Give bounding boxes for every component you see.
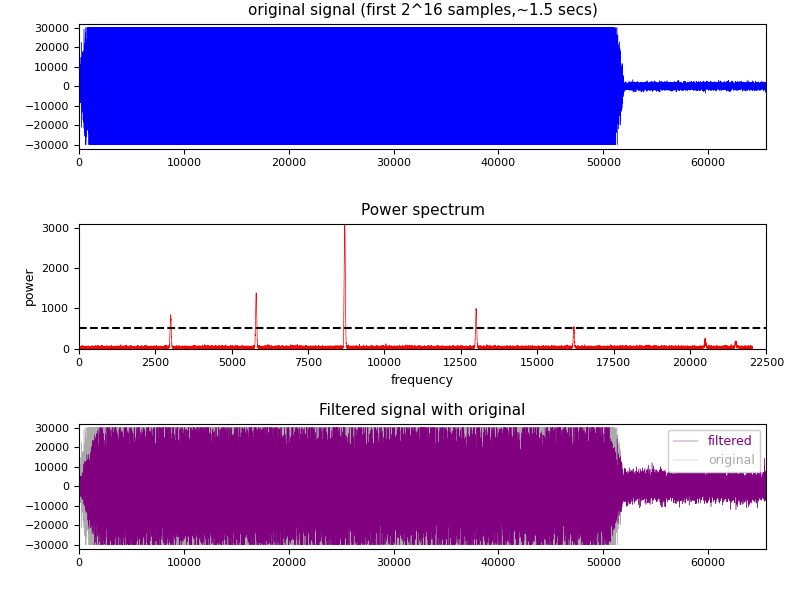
filtered [360,476,370,483]
original [81,541,91,548]
filtered [611,477,621,484]
filtered [762,491,771,498]
X-axis label: frequency: frequency [391,374,454,387]
Line: filtered: filtered [79,428,766,545]
Title: original signal (first 2^16 samples,~1.5 secs): original signal (first 2^16 samples,~1.5… [248,4,597,18]
Y-axis label: power: power [23,267,36,306]
Legend: filtered, original: filtered, original [668,430,760,472]
original [74,480,84,487]
filtered [74,481,84,489]
original [81,424,91,431]
filtered [511,498,521,505]
original [360,462,370,469]
original [762,482,771,489]
original [584,530,593,537]
original [126,441,136,448]
Title: Filtered signal with original: Filtered signal with original [319,404,526,418]
filtered [715,478,724,486]
filtered [584,464,593,471]
Line: original: original [79,428,766,545]
original [511,424,521,431]
filtered [90,541,100,548]
Title: Power spectrum: Power spectrum [361,204,484,218]
filtered [96,424,105,431]
original [715,483,724,490]
filtered [126,518,136,525]
original [611,498,621,505]
